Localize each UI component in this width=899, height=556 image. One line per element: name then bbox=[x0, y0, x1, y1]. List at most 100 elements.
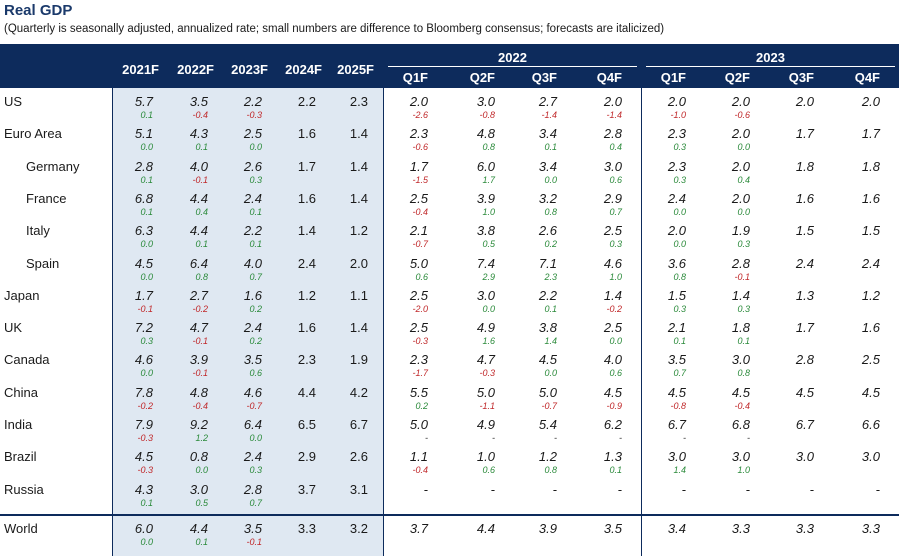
cell-diff: 0.8 bbox=[737, 368, 750, 378]
cell-value: 6.6 bbox=[861, 417, 880, 432]
cell-value: 3.7 bbox=[409, 521, 428, 536]
cell-value: 4.6 bbox=[134, 352, 153, 367]
annual-header: 2024F bbox=[285, 62, 322, 77]
cell-diff: -1.7 bbox=[412, 368, 428, 378]
cell-diff: 0.7 bbox=[249, 498, 262, 508]
row-label: Italy bbox=[26, 223, 50, 238]
cell-diff: - bbox=[619, 433, 622, 443]
cell-diff: 0.1 bbox=[195, 537, 208, 547]
cell-value: 2.6 bbox=[538, 223, 557, 238]
cell-value: 4.7 bbox=[476, 352, 495, 367]
cell-diff: - bbox=[425, 433, 428, 443]
cell-value: 3.5 bbox=[243, 521, 262, 536]
quarter-header: Q4F bbox=[596, 70, 622, 85]
cell-value: 4.7 bbox=[189, 320, 208, 335]
cell-diff: 1.7 bbox=[482, 175, 495, 185]
cell-diff: 1.0 bbox=[737, 465, 750, 475]
cell-diff: -0.4 bbox=[192, 110, 208, 120]
table-row: Russia 4.3 3.0 2.8 3.7 3.1 - - - - - - - - 0.1 0.5 0.7 bbox=[0, 476, 899, 508]
cell-value: 1.6 bbox=[243, 288, 262, 303]
cell-value: 0.8 bbox=[189, 449, 208, 464]
cell-value: 2.8 bbox=[134, 159, 153, 174]
cell-value: 4.8 bbox=[476, 126, 495, 141]
cell-value: 1.7 bbox=[297, 159, 316, 174]
cell-value: 2.0 bbox=[667, 223, 686, 238]
cell-diff: -0.2 bbox=[192, 304, 208, 314]
cell-diff: -1.1 bbox=[479, 401, 495, 411]
annual-header: 2023F bbox=[231, 62, 268, 77]
cell-value: 1.2 bbox=[297, 288, 316, 303]
cell-diff: 0.7 bbox=[673, 368, 686, 378]
cell-diff: 1.4 bbox=[544, 336, 557, 346]
cell-diff: -0.1 bbox=[192, 368, 208, 378]
table-row: Japan 1.7 2.7 1.6 1.2 1.1 2.5 3.0 2.2 1.4 1.5 1.4 1.… bbox=[0, 282, 899, 314]
cell-value: - bbox=[875, 482, 880, 497]
cell-diff: 1.0 bbox=[482, 207, 495, 217]
row-label: China bbox=[4, 385, 38, 400]
cell-value: 3.0 bbox=[189, 482, 208, 497]
cell-value: 7.2 bbox=[134, 320, 153, 335]
cell-value: 2.5 bbox=[603, 223, 622, 238]
cell-diff: 0.1 bbox=[609, 465, 622, 475]
cell-value: 1.5 bbox=[861, 223, 880, 238]
cell-diff: -1.4 bbox=[606, 110, 622, 120]
cell-value: 4.0 bbox=[243, 256, 262, 271]
cell-diff: 0.3 bbox=[737, 239, 750, 249]
cell-value: 3.9 bbox=[538, 521, 557, 536]
cell-value: 2.8 bbox=[795, 352, 814, 367]
cell-diff: 1.6 bbox=[482, 336, 495, 346]
cell-diff: 0.4 bbox=[609, 142, 622, 152]
row-label: Japan bbox=[4, 288, 40, 303]
cell-value: 3.9 bbox=[189, 352, 208, 367]
cell-diff: -0.4 bbox=[412, 465, 428, 475]
cell-value: 1.6 bbox=[861, 191, 880, 206]
row-label: Spain bbox=[26, 256, 60, 271]
cell-value: 2.0 bbox=[603, 94, 622, 109]
cell-diff: -0.4 bbox=[192, 401, 208, 411]
cell-diff: 0.0 bbox=[737, 207, 750, 217]
cell-value: 2.0 bbox=[731, 191, 750, 206]
cell-diff: -0.3 bbox=[479, 368, 495, 378]
cell-diff: 0.1 bbox=[249, 239, 262, 249]
cell-value: 6.7 bbox=[795, 417, 814, 432]
cell-diff: 0.7 bbox=[609, 207, 622, 217]
cell-value: 9.2 bbox=[189, 417, 208, 432]
cell-value: 4.4 bbox=[297, 385, 316, 400]
cell-diff: 0.0 bbox=[195, 465, 208, 475]
cell-diff: -0.4 bbox=[412, 207, 428, 217]
cell-diff: -0.8 bbox=[670, 401, 686, 411]
cell-value: 3.7 bbox=[297, 482, 316, 497]
cell-value: 6.0 bbox=[476, 159, 495, 174]
cell-diff: 0.1 bbox=[673, 336, 686, 346]
annual-header: 2021F bbox=[122, 62, 159, 77]
cell-value: 3.0 bbox=[731, 449, 750, 464]
cell-diff: 0.3 bbox=[249, 465, 262, 475]
cell-value: 4.6 bbox=[603, 256, 622, 271]
cell-value: 4.4 bbox=[476, 521, 495, 536]
annual-header: 2025F bbox=[337, 62, 374, 77]
cell-diff: 0.6 bbox=[609, 368, 622, 378]
table-row: US 5.7 3.5 2.2 2.2 2.3 2.0 3.0 2.7 2.0 2.0 2.0 2.0 2.… bbox=[0, 88, 899, 120]
table-row: Euro Area 5.1 4.3 2.5 1.6 1.4 2.3 4.8 3.4 2.8 2.3 2… bbox=[0, 120, 899, 152]
row-label: Germany bbox=[26, 159, 80, 174]
cell-value: 6.4 bbox=[243, 417, 262, 432]
cell-diff: 1.0 bbox=[609, 272, 622, 282]
cell-diff: - bbox=[492, 433, 495, 443]
cell-value: 3.3 bbox=[795, 521, 814, 536]
cell-value: 4.5 bbox=[795, 385, 814, 400]
cell-diff: 0.0 bbox=[140, 142, 153, 152]
cell-value: 1.9 bbox=[349, 352, 368, 367]
year-group-rule bbox=[388, 66, 637, 67]
cell-value: 3.8 bbox=[476, 223, 495, 238]
cell-diff: -0.2 bbox=[606, 304, 622, 314]
cell-diff: -1.4 bbox=[541, 110, 557, 120]
cell-diff: 0.8 bbox=[673, 272, 686, 282]
cell-diff: -0.8 bbox=[479, 110, 495, 120]
cell-value: 6.7 bbox=[349, 417, 368, 432]
cell-value: 6.8 bbox=[731, 417, 750, 432]
cell-diff: -1.5 bbox=[412, 175, 428, 185]
cell-diff: 0.6 bbox=[482, 465, 495, 475]
cell-value: 3.5 bbox=[243, 352, 262, 367]
table-row: Italy 6.3 4.4 2.2 1.4 1.2 2.1 3.8 2.6 2.5 2.0 1.9 1.… bbox=[0, 217, 899, 249]
cell-diff: 2.3 bbox=[544, 272, 557, 282]
